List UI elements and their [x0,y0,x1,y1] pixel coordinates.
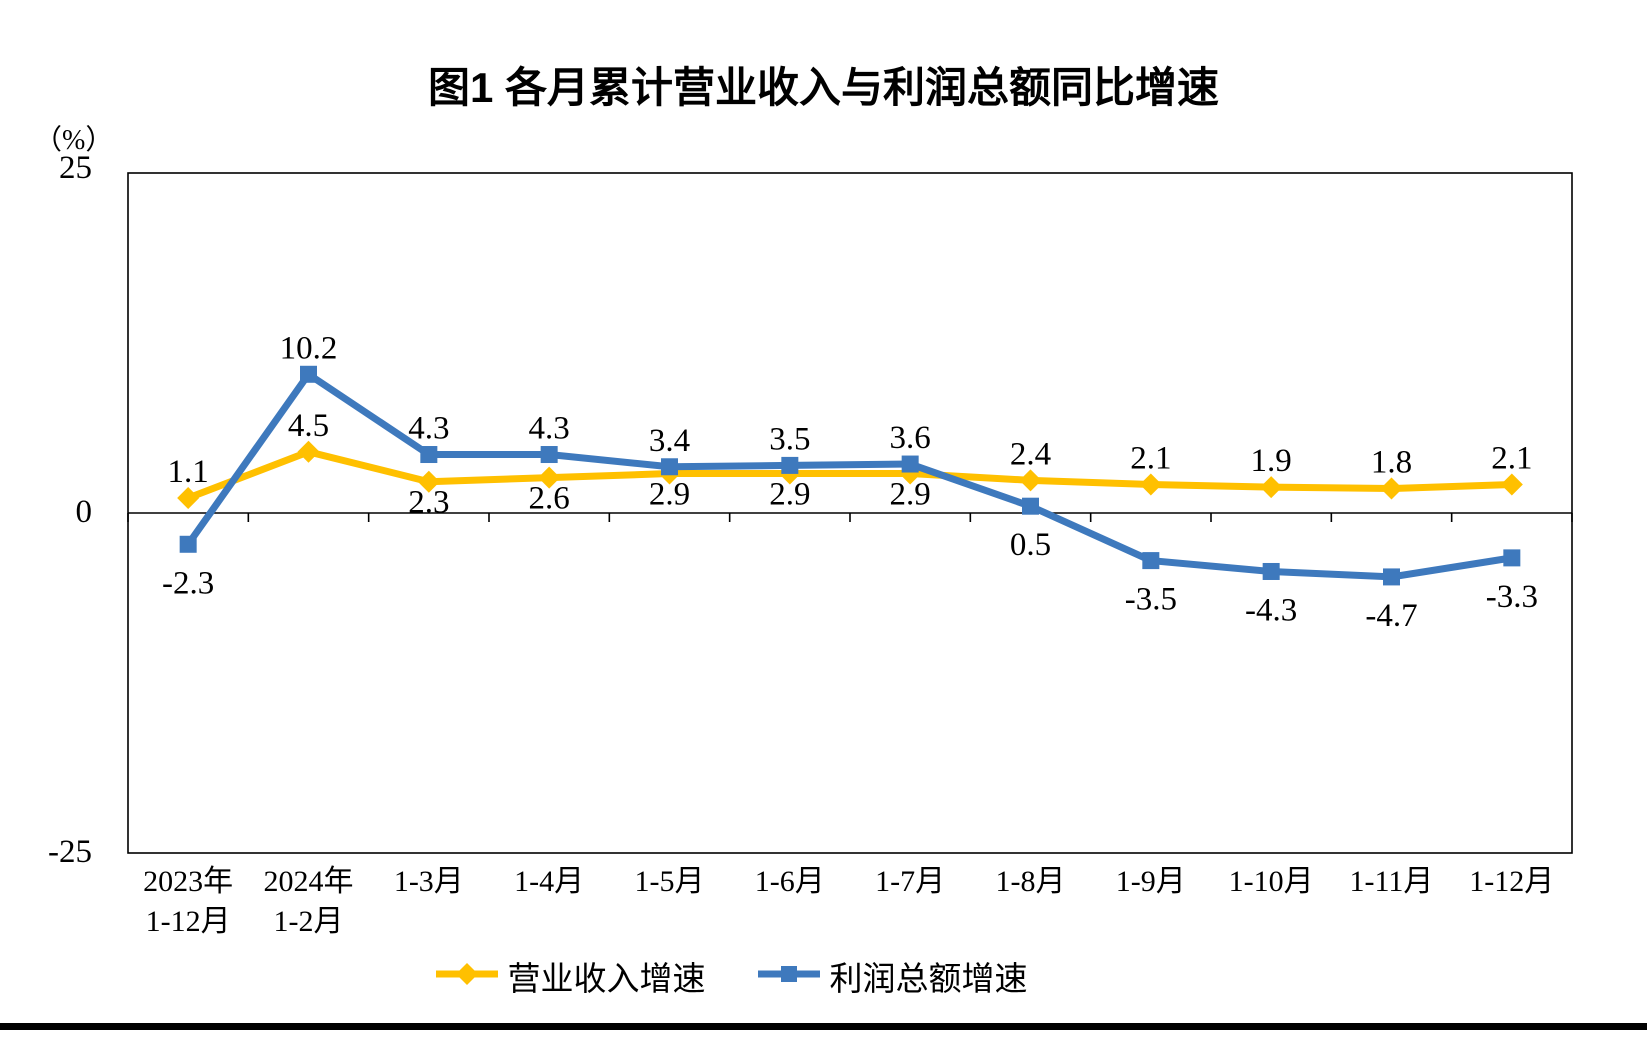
x-axis-label: 1-10月 [1228,865,1314,898]
x-axis-labels: 2023年 1-12月 2024年 1-2月 1-3月 1-4月 1-5月 1-6月 1-7月 1… [128,862,1572,942]
y-axis-label-zero: 0 [75,494,93,530]
data-point-label: 1.1 [168,454,209,490]
x-axis-label: 1-7月 [875,865,946,898]
data-point-label: -4.3 [1245,592,1297,628]
data-point-marker [1503,549,1521,567]
data-point-marker [177,487,200,510]
data-point-marker [1260,476,1283,499]
data-point-label: 2.9 [769,477,810,513]
data-point-marker [538,466,561,489]
data-point-marker [1022,497,1039,515]
data-point-label: 1.9 [1251,443,1292,479]
x-axis-label: 1-8月 [995,865,1066,898]
data-point-marker [781,456,799,474]
data-point-label: 2.4 [1010,436,1051,472]
data-point-label: 4.5 [288,408,329,444]
data-point-label: -4.7 [1365,598,1417,634]
data-point-label: 4.3 [408,411,449,447]
legend-item-revenue: 营业收入增速 [435,952,706,1000]
data-point-label: -3.5 [1125,582,1177,618]
y-axis-unit-label: （%） [34,125,114,156]
series-line-0 [186,448,1512,502]
data-point-marker [1500,473,1523,496]
data-point-label: 2.3 [408,485,449,521]
data-point-label: 3.6 [890,420,931,456]
data-point-marker [1262,562,1280,580]
x-axis-label: 1-12月 [1469,865,1555,898]
data-point-marker [1019,469,1042,492]
bottom-divider-bar [0,1023,1647,1030]
data-point-marker [1380,477,1403,500]
data-point-marker [1139,473,1162,496]
legend-label-profit: 利润总额增速 [829,962,1028,998]
data-point-label: 1.8 [1371,445,1412,481]
data-point-label: 4.3 [529,411,570,447]
data-point-label: 3.5 [769,421,810,457]
y-axis-label-max: 25 [59,150,92,186]
data-point-label: -3.3 [1486,579,1538,615]
data-point-marker [300,365,317,383]
data-point-label: 2.9 [890,477,931,513]
legend-item-profit: 利润总额增速 [757,952,1028,1000]
legend-label-revenue: 营业收入增速 [507,962,706,998]
legend-diamond-marker-icon [435,959,498,994]
x-axis-label: 2024年 1-2月 [263,865,354,938]
data-point-marker [1383,568,1400,586]
data-point-marker [417,470,440,493]
data-point-marker [1142,552,1160,570]
x-axis-label: 1-5月 [634,865,705,898]
data-point-marker [661,458,678,476]
data-point-label: 0.5 [1010,527,1051,563]
chart-title: 图1 各月累计营业收入与利润总额同比增速 [427,64,1220,111]
data-point-marker [420,446,438,464]
data-point-marker [540,446,558,464]
y-axis-label-min: -25 [48,834,92,870]
x-axis-label: 1-4月 [514,865,585,898]
data-point-label: 10.2 [280,330,338,366]
data-point-marker [297,440,320,463]
data-point-label: 2.9 [649,477,690,513]
data-point-marker [901,455,919,473]
x-axis-label: 1-3月 [393,865,464,898]
x-axis-label: 1-9月 [1115,865,1186,898]
data-point-label: -2.3 [162,565,214,601]
x-axis-label: 1-6月 [754,865,825,898]
data-point-label: 3.4 [649,423,690,459]
x-axis-label: 2023年 1-12月 [143,865,234,938]
legend: 营业收入增速 利润总额增速 [0,952,1555,1000]
data-point-marker [179,535,197,553]
data-point-label: 2.6 [529,481,570,517]
x-axis-label: 1-11月 [1349,865,1434,898]
legend-square-marker-icon [757,959,820,994]
series-line-1 [185,369,1513,581]
data-point-label: 2.1 [1130,440,1171,476]
data-point-label: 2.1 [1491,440,1532,476]
